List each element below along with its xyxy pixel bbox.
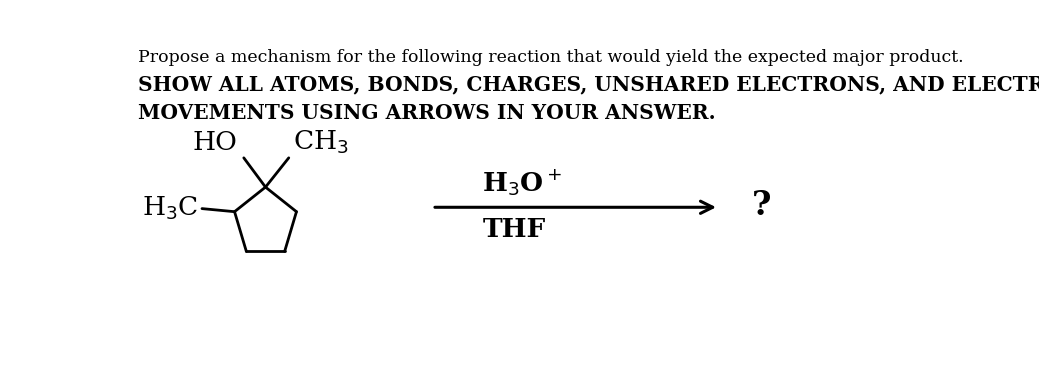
Text: MOVEMENTS USING ARROWS IN YOUR ANSWER.: MOVEMENTS USING ARROWS IN YOUR ANSWER.	[137, 103, 715, 123]
Text: HO: HO	[192, 130, 238, 155]
Text: CH$_3$: CH$_3$	[293, 128, 348, 156]
Text: ?: ?	[752, 189, 771, 222]
Text: H$_3$C: H$_3$C	[141, 195, 198, 222]
Text: H$_3$O$^+$: H$_3$O$^+$	[482, 167, 563, 198]
Text: Propose a mechanism for the following reaction that would yield the expected maj: Propose a mechanism for the following re…	[137, 50, 963, 66]
Text: SHOW ALL ATOMS, BONDS, CHARGES, UNSHARED ELECTRONS, AND ELECTRON: SHOW ALL ATOMS, BONDS, CHARGES, UNSHARED…	[137, 75, 1039, 95]
Text: THF: THF	[482, 217, 545, 241]
